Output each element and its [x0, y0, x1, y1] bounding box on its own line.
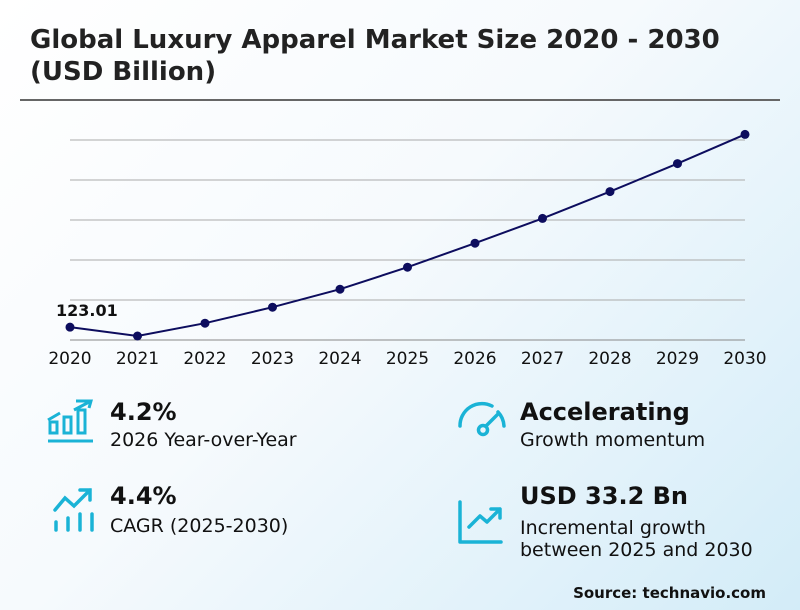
kpi-value: USD 33.2 Bn [520, 482, 688, 510]
title-divider [20, 99, 780, 101]
data-point [538, 213, 547, 223]
data-point [605, 187, 615, 197]
x-tick-label: 2027 [521, 349, 564, 369]
kpi-desc-line-2: between 2025 and 2030 [520, 539, 753, 561]
trend-bars-arrow-icon [53, 488, 94, 532]
kpi-value: 4.2% [110, 398, 177, 426]
speedometer-icon [458, 401, 506, 437]
x-tick-label: 2021 [116, 349, 159, 369]
data-point [673, 159, 682, 169]
x-tick-label: 2023 [251, 349, 294, 369]
data-point [200, 318, 210, 328]
kpi-value: 4.4% [110, 482, 177, 510]
source-credit: Source: technavio.com [573, 584, 766, 602]
data-point [403, 262, 412, 272]
kpi-desc: 2026 Year-over-Year [110, 429, 297, 451]
x-tick-label: 2030 [723, 349, 766, 369]
x-tick-label: 2022 [183, 349, 226, 369]
kpi-value: Accelerating [520, 398, 690, 426]
kpi-desc: Growth momentum [520, 429, 706, 451]
x-tick-label: 2029 [656, 349, 699, 369]
x-tick-label: 2024 [318, 349, 361, 369]
x-tick-label: 2026 [453, 349, 496, 369]
line-chart: 2020 2021 2022 2023 2024 2025 2026 2027 2028 2029… [48, 129, 767, 369]
data-point [335, 284, 345, 294]
data-label: 123.01 [56, 301, 118, 320]
x-tick-label: 2028 [588, 349, 631, 369]
x-tick-label: 2025 [386, 349, 429, 369]
x-tick-label: 2020 [48, 349, 91, 369]
data-point [133, 331, 142, 341]
line-chart-arrow-icon [458, 500, 503, 544]
chart-title: Global Luxury Apparel Market Size 2020 -… [30, 25, 720, 87]
data-point [65, 322, 75, 332]
data-point [740, 129, 750, 139]
bar-chart-growth-icon [47, 399, 93, 443]
data-point [268, 302, 277, 312]
kpi-desc: CAGR (2025-2030) [110, 515, 289, 537]
data-point [470, 238, 480, 248]
kpi-desc-line-1: Incremental growth [520, 517, 706, 539]
series-line [69, 133, 746, 338]
